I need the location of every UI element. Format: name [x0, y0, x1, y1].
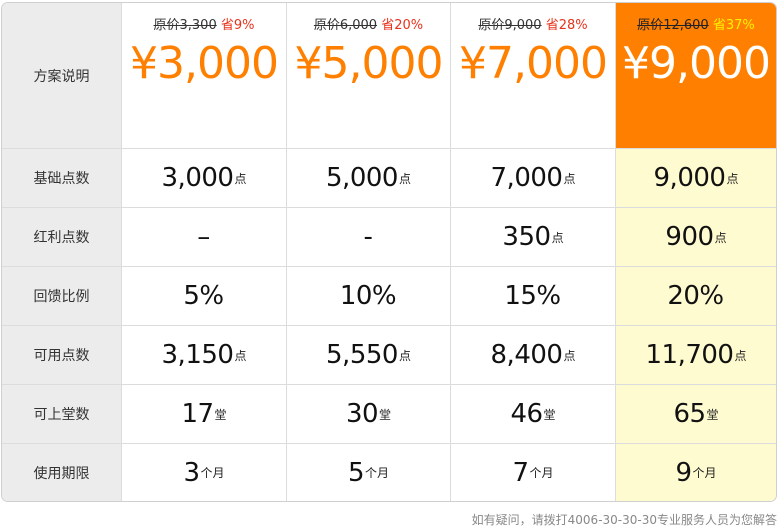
pricing-table: 方案说明 原价3,300 省9% ¥3,000 原价6,000 省20% ¥5,…: [1, 2, 777, 502]
table-cell: 7,000 点: [451, 149, 616, 208]
plan-header-3: 原价9,000 省28% ¥7,000: [451, 3, 616, 149]
discount-badge: 省37%: [712, 18, 755, 33]
table-cell: 17 堂: [122, 385, 287, 444]
row-label-plan: 方案说明: [2, 3, 122, 149]
table-cell-featured: 20%: [616, 267, 776, 326]
table-cell: 10%: [287, 267, 451, 326]
table-cell: 7 个月: [451, 444, 616, 501]
cell-unit: 个月: [365, 466, 390, 480]
table-cell: 46 堂: [451, 385, 616, 444]
table-cell: 3,000 点: [122, 149, 287, 208]
table-cell: 15%: [451, 267, 616, 326]
table-cell: –: [122, 208, 287, 267]
cell-value: 3,000: [161, 163, 234, 193]
discount-badge: 省28%: [545, 18, 588, 33]
row-label-available-points: 可用点数: [2, 326, 122, 385]
row-label-validity: 使用期限: [2, 444, 122, 501]
cell-unit: 个月: [200, 466, 225, 480]
cell-unit: 点: [398, 348, 411, 363]
cell-value: 10%: [339, 281, 397, 311]
cell-unit: 点: [563, 171, 576, 186]
cell-value: –: [197, 222, 210, 252]
table-cell-featured: 65 堂: [616, 385, 776, 444]
plan-header-1: 原价3,300 省9% ¥3,000: [122, 3, 287, 149]
cell-unit: 堂: [214, 407, 227, 422]
cell-value: 900: [665, 222, 714, 252]
cell-value: 65: [673, 399, 706, 429]
footer-note: 如有疑问，请拨打4006-30-30-30专业服务人员为您解答: [471, 513, 777, 527]
cell-value: -: [363, 222, 373, 252]
cell-value: 5,000: [326, 163, 398, 193]
cell-unit: 堂: [543, 407, 556, 422]
table-cell: 3,150 点: [122, 326, 287, 385]
cell-value: 9: [675, 457, 692, 488]
table-cell: -: [287, 208, 451, 267]
plan-price: ¥5,000: [294, 38, 444, 89]
original-price: 原价9,000: [478, 18, 542, 33]
table-cell-featured: 9,000 点: [616, 149, 776, 208]
table-cell-featured: 9 个月: [616, 444, 776, 501]
table-cell: 5 个月: [287, 444, 451, 501]
cell-value: 7: [512, 457, 529, 488]
table-cell-featured: 11,700 点: [616, 326, 776, 385]
cell-value: 3,150: [161, 340, 234, 370]
cell-value: 30: [345, 399, 379, 429]
original-price: 原价12,600: [637, 18, 709, 33]
cell-value: 3: [183, 457, 200, 488]
cell-unit: 点: [734, 348, 747, 363]
table-cell: 5%: [122, 267, 287, 326]
cell-value: 7,000: [490, 163, 563, 193]
plan-header-4-featured: 原价12,600 省37% ¥9,000: [616, 3, 776, 149]
plan-price: ¥7,000: [459, 38, 608, 89]
cell-unit: 个月: [529, 466, 554, 480]
cell-value: 5,550: [326, 340, 398, 370]
price-top: 原价6,000 省20%: [314, 17, 423, 35]
original-price: 原价6,000: [313, 18, 378, 33]
table-cell: 5,000 点: [287, 149, 451, 208]
cell-unit: 堂: [379, 407, 392, 422]
cell-unit: 点: [714, 230, 727, 245]
cell-unit: 点: [398, 171, 411, 186]
original-price: 原价3,300: [153, 18, 217, 33]
table-cell: 3 个月: [122, 444, 287, 501]
cell-unit: 个月: [692, 466, 717, 480]
cell-value: 350: [502, 222, 551, 252]
cell-unit: 点: [551, 230, 564, 245]
plan-price: ¥9,000: [622, 38, 771, 89]
price-top: 原价3,300 省9%: [154, 17, 255, 35]
cell-value: 5%: [183, 281, 224, 311]
row-label-bonus-points: 红利点数: [2, 208, 122, 267]
price-top: 原价9,000 省28%: [478, 17, 587, 35]
cell-value: 5: [347, 457, 365, 488]
table-cell-featured: 900 点: [616, 208, 776, 267]
cell-value: 9,000: [653, 163, 726, 193]
discount-badge: 省9%: [220, 18, 255, 33]
plan-header-2: 原价6,000 省20% ¥5,000: [287, 3, 451, 149]
price-top: 原价12,600 省37%: [637, 17, 755, 35]
pricing-grid: 方案说明 原价3,300 省9% ¥3,000 原价6,000 省20% ¥5,…: [2, 3, 776, 501]
cell-unit: 点: [234, 348, 247, 363]
cell-unit: 点: [563, 348, 576, 363]
cell-unit: 点: [234, 171, 247, 186]
row-label-class-count: 可上堂数: [2, 385, 122, 444]
row-label-base-points: 基础点数: [2, 149, 122, 208]
table-cell: 30 堂: [287, 385, 451, 444]
cell-value: 15%: [504, 281, 561, 311]
table-cell: 350 点: [451, 208, 616, 267]
plan-price: ¥3,000: [130, 38, 279, 89]
cell-value: 17: [181, 399, 214, 429]
cell-value: 20%: [667, 281, 724, 311]
table-cell: 5,550 点: [287, 326, 451, 385]
row-label-return-ratio: 回馈比例: [2, 267, 122, 326]
cell-unit: 点: [726, 171, 739, 186]
cell-unit: 堂: [706, 407, 719, 422]
cell-value: 46: [510, 399, 543, 429]
cell-value: 11,700: [645, 340, 734, 370]
cell-value: 8,400: [490, 340, 563, 370]
table-cell: 8,400 点: [451, 326, 616, 385]
discount-badge: 省20%: [381, 18, 424, 33]
